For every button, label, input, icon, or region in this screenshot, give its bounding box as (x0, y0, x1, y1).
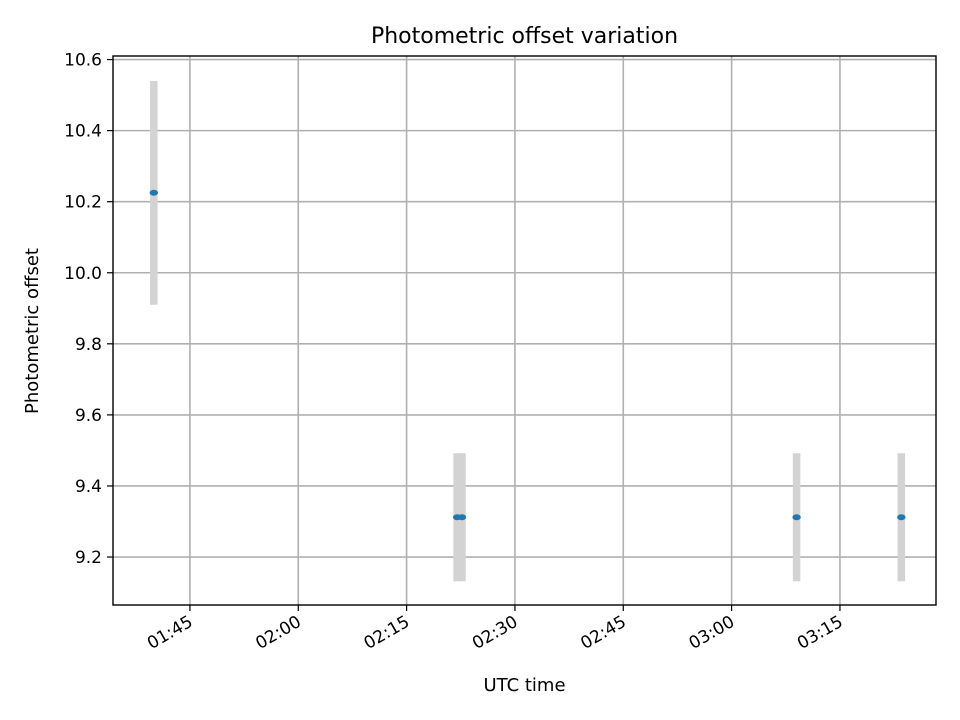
y-tick-label: 9.4 (75, 477, 102, 497)
x-axis-label: UTC time (483, 675, 565, 696)
data-point (457, 514, 467, 521)
data-point (792, 514, 801, 521)
y-axis-label: Photometric offset (22, 248, 43, 414)
y-tick-label: 9.8 (75, 335, 102, 355)
y-tick-label: 10.0 (64, 264, 102, 284)
data-point (149, 189, 159, 196)
plot-frame (112, 55, 937, 606)
data-point (897, 514, 906, 521)
y-tick-label: 9.2 (75, 548, 102, 568)
grid-layer (113, 56, 936, 605)
y-tick-label: 10.4 (64, 122, 102, 142)
point-layer (149, 189, 906, 521)
y-tick-label: 10.6 (64, 51, 102, 71)
chart-title: Photometric offset variation (371, 24, 678, 49)
y-tick-label: 9.6 (75, 406, 102, 426)
y-tick-label: 10.2 (64, 193, 102, 213)
